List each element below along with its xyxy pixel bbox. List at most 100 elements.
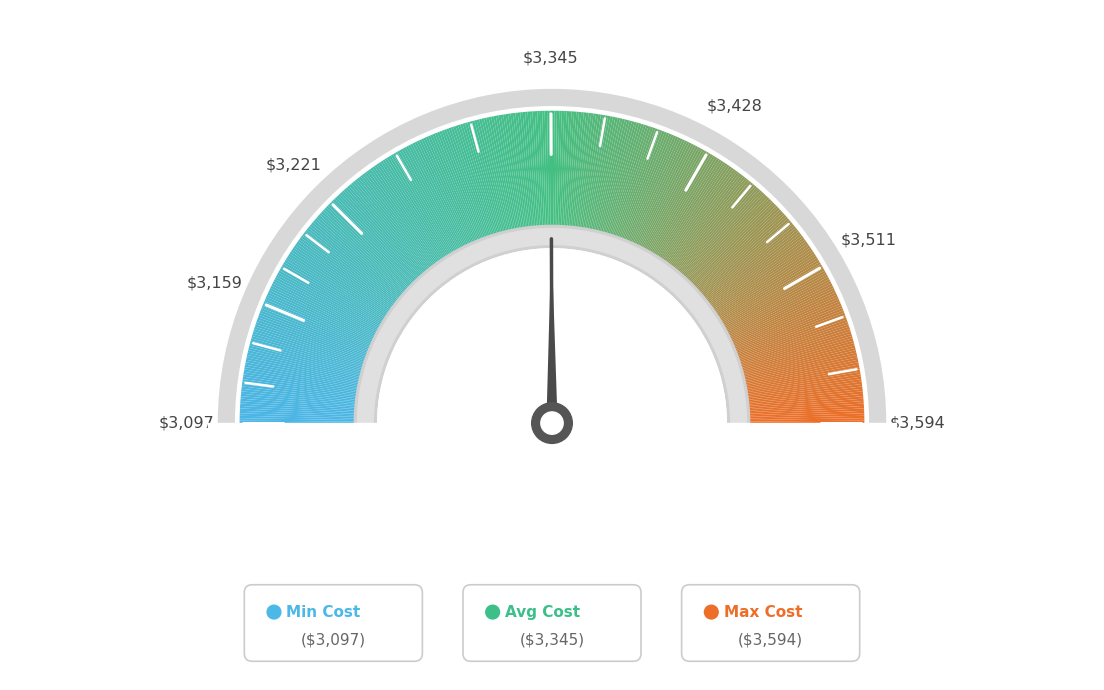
Wedge shape — [604, 122, 637, 234]
Wedge shape — [683, 190, 762, 277]
Wedge shape — [315, 218, 403, 295]
Wedge shape — [285, 260, 384, 322]
Wedge shape — [359, 176, 432, 268]
Wedge shape — [431, 135, 477, 242]
Wedge shape — [270, 286, 375, 338]
Wedge shape — [552, 110, 554, 226]
Wedge shape — [596, 119, 625, 232]
Wedge shape — [300, 235, 394, 306]
Wedge shape — [241, 391, 357, 404]
Wedge shape — [262, 306, 370, 351]
Wedge shape — [242, 384, 357, 400]
Wedge shape — [747, 384, 862, 400]
Wedge shape — [607, 123, 641, 235]
Wedge shape — [746, 372, 860, 393]
Wedge shape — [467, 122, 500, 234]
Wedge shape — [749, 401, 863, 411]
Wedge shape — [728, 282, 831, 335]
Wedge shape — [240, 416, 355, 420]
Wedge shape — [256, 322, 365, 361]
Wedge shape — [675, 179, 750, 270]
Wedge shape — [747, 382, 862, 398]
Wedge shape — [746, 369, 860, 391]
Wedge shape — [616, 128, 656, 237]
Wedge shape — [393, 153, 453, 254]
Wedge shape — [357, 178, 431, 270]
Wedge shape — [264, 299, 371, 346]
Wedge shape — [458, 124, 495, 235]
Wedge shape — [348, 186, 424, 275]
Wedge shape — [721, 262, 821, 323]
Wedge shape — [395, 152, 455, 253]
Wedge shape — [471, 121, 503, 233]
Wedge shape — [749, 413, 864, 418]
Wedge shape — [574, 112, 588, 228]
Wedge shape — [498, 115, 520, 229]
Wedge shape — [486, 117, 512, 230]
Text: $3,345: $3,345 — [523, 50, 578, 65]
Polygon shape — [546, 239, 558, 423]
Wedge shape — [566, 112, 576, 227]
Wedge shape — [261, 308, 369, 352]
Wedge shape — [641, 145, 696, 248]
Wedge shape — [744, 353, 857, 380]
Wedge shape — [740, 326, 850, 364]
Text: $3,428: $3,428 — [707, 99, 762, 114]
Wedge shape — [241, 401, 355, 411]
Wedge shape — [697, 211, 783, 290]
Wedge shape — [731, 293, 837, 342]
Wedge shape — [417, 141, 468, 246]
Wedge shape — [370, 168, 439, 263]
Wedge shape — [665, 168, 734, 263]
Wedge shape — [560, 111, 566, 226]
Wedge shape — [501, 115, 521, 229]
Wedge shape — [651, 153, 711, 254]
Wedge shape — [254, 326, 364, 364]
Wedge shape — [743, 346, 856, 375]
Wedge shape — [733, 299, 840, 346]
Wedge shape — [739, 322, 848, 361]
Wedge shape — [273, 282, 376, 335]
Wedge shape — [308, 226, 400, 300]
Wedge shape — [265, 297, 372, 345]
Wedge shape — [369, 169, 437, 264]
Text: $3,159: $3,159 — [187, 276, 242, 291]
Wedge shape — [710, 237, 805, 308]
Wedge shape — [587, 116, 611, 230]
Wedge shape — [310, 224, 401, 299]
Wedge shape — [745, 359, 859, 385]
Wedge shape — [311, 222, 402, 297]
Wedge shape — [493, 116, 517, 230]
Wedge shape — [648, 150, 707, 252]
Wedge shape — [734, 304, 841, 349]
Wedge shape — [564, 111, 574, 227]
Wedge shape — [411, 144, 464, 248]
Wedge shape — [609, 124, 646, 235]
Wedge shape — [586, 115, 608, 230]
Wedge shape — [465, 122, 499, 234]
Wedge shape — [636, 141, 687, 246]
Text: Avg Cost: Avg Cost — [506, 604, 581, 620]
Wedge shape — [637, 141, 689, 246]
Wedge shape — [743, 348, 856, 377]
Text: $3,097: $3,097 — [159, 415, 214, 431]
Wedge shape — [298, 239, 393, 308]
Wedge shape — [646, 148, 702, 250]
Wedge shape — [253, 331, 364, 366]
Wedge shape — [491, 116, 516, 230]
Wedge shape — [278, 270, 380, 328]
Wedge shape — [745, 367, 860, 389]
Wedge shape — [669, 172, 740, 266]
Wedge shape — [747, 386, 862, 402]
Wedge shape — [635, 139, 684, 245]
Wedge shape — [272, 284, 376, 337]
Wedge shape — [252, 336, 363, 370]
Wedge shape — [745, 362, 859, 386]
Wedge shape — [664, 166, 732, 262]
Wedge shape — [724, 270, 826, 328]
Circle shape — [267, 605, 280, 619]
Wedge shape — [749, 404, 864, 413]
Wedge shape — [662, 165, 730, 262]
Wedge shape — [749, 416, 864, 420]
Wedge shape — [349, 184, 425, 273]
